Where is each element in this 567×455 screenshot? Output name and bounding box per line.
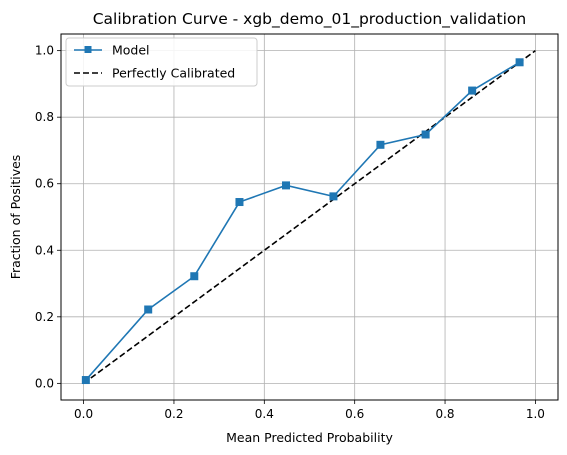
- x-tick-label: 0.8: [435, 407, 454, 421]
- model-point-marker: [376, 140, 385, 149]
- perfectly-calibrated-line: [83, 49, 536, 385]
- legend-label-model: Model: [112, 43, 150, 58]
- reference-line-layer: [83, 49, 536, 385]
- model-point-marker: [421, 130, 430, 139]
- x-tick-label: 0.0: [74, 407, 93, 421]
- y-tick-label: 0.2: [35, 310, 54, 324]
- model-point-marker: [329, 192, 338, 201]
- x-tick-label: 0.4: [255, 407, 274, 421]
- legend-box: [65, 37, 258, 87]
- model-point-marker: [282, 181, 291, 190]
- model-point-marker: [468, 86, 477, 95]
- legend: Model Perfectly Calibrated: [65, 37, 258, 87]
- ticks: 0.0 0.2 0.4 0.6 0.8 1.0 0.0 0.2 0.4 0.6 0.8 1.0: [35, 44, 545, 421]
- model-point-marker: [144, 305, 153, 314]
- chart-title: Calibration Curve - xgb_demo_01_producti…: [93, 10, 527, 29]
- y-tick-label: 0.0: [35, 376, 54, 390]
- plot-frame: [60, 33, 559, 401]
- y-tick-label: 1.0: [35, 44, 54, 58]
- x-tick-label: 1.0: [526, 407, 545, 421]
- model-point-marker: [81, 376, 90, 385]
- legend-label-perfectly-calibrated: Perfectly Calibrated: [112, 66, 235, 81]
- model-point-marker: [235, 198, 244, 207]
- series-layer: [81, 58, 524, 385]
- legend-swatch-model-marker: [84, 46, 92, 53]
- y-axis-label: Fraction of Positives: [8, 155, 23, 280]
- y-tick-label: 0.6: [35, 177, 54, 191]
- y-tick-label: 0.8: [35, 110, 54, 124]
- model-point-marker: [515, 58, 524, 67]
- x-tick-label: 0.2: [164, 407, 183, 421]
- x-axis-label: Mean Predicted Probability: [226, 430, 393, 445]
- model-point-marker: [190, 272, 199, 281]
- y-tick-label: 0.4: [35, 243, 54, 257]
- x-tick-label: 0.6: [345, 407, 364, 421]
- model-series-line: [85, 61, 521, 381]
